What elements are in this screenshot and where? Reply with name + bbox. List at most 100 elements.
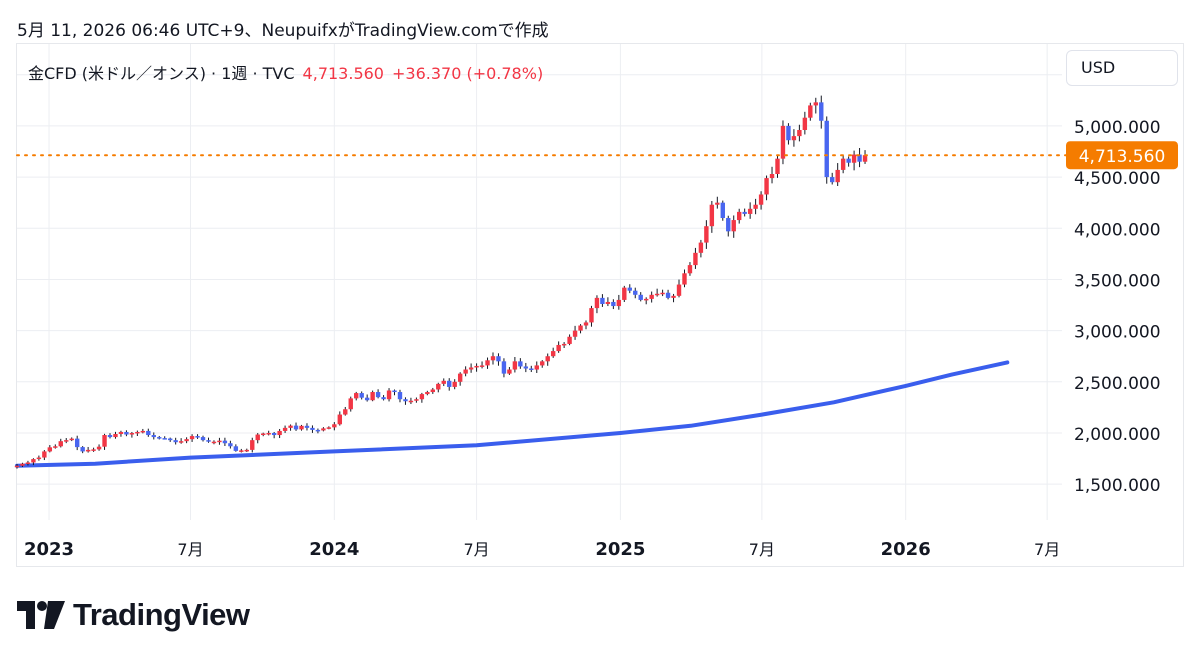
- candle[interactable]: [255, 433, 260, 444]
- candle[interactable]: [687, 262, 693, 276]
- candle[interactable]: [326, 426, 332, 430]
- candle[interactable]: [228, 440, 233, 449]
- candle[interactable]: [633, 287, 638, 299]
- candle[interactable]: [682, 269, 687, 288]
- candle[interactable]: [217, 437, 222, 445]
- candle[interactable]: [211, 440, 217, 445]
- candle[interactable]: [594, 295, 600, 314]
- candle[interactable]: [698, 239, 704, 258]
- candle[interactable]: [583, 320, 589, 330]
- candle[interactable]: [304, 423, 310, 431]
- candle[interactable]: [124, 430, 129, 437]
- candle[interactable]: [425, 390, 430, 396]
- candle[interactable]: [69, 437, 74, 442]
- candle[interactable]: [840, 155, 846, 174]
- candle[interactable]: [20, 462, 25, 467]
- candle[interactable]: [140, 428, 146, 434]
- candle[interactable]: [753, 198, 758, 215]
- candle[interactable]: [693, 247, 698, 269]
- candle[interactable]: [36, 455, 42, 461]
- candle[interactable]: [14, 464, 20, 469]
- candle[interactable]: [824, 116, 829, 184]
- candle[interactable]: [715, 196, 720, 209]
- candle[interactable]: [25, 460, 31, 466]
- candle[interactable]: [507, 367, 512, 375]
- candle[interactable]: [113, 431, 118, 439]
- candle[interactable]: [354, 391, 359, 401]
- candle[interactable]: [649, 291, 654, 303]
- candle[interactable]: [447, 378, 452, 391]
- candle[interactable]: [206, 437, 211, 443]
- candle[interactable]: [195, 434, 200, 439]
- candle[interactable]: [496, 353, 501, 366]
- candle[interactable]: [627, 284, 632, 294]
- candle[interactable]: [780, 120, 786, 165]
- candle[interactable]: [310, 425, 315, 433]
- candle[interactable]: [250, 437, 255, 453]
- candle[interactable]: [736, 208, 742, 224]
- candle[interactable]: [862, 150, 868, 164]
- candle[interactable]: [490, 352, 496, 365]
- candle[interactable]: [534, 361, 539, 373]
- candle[interactable]: [556, 341, 561, 353]
- candle[interactable]: [747, 202, 753, 219]
- candle[interactable]: [846, 156, 851, 167]
- candle[interactable]: [704, 220, 709, 249]
- candle[interactable]: [643, 297, 649, 305]
- candle[interactable]: [769, 166, 775, 184]
- candle[interactable]: [835, 163, 840, 186]
- candle[interactable]: [578, 324, 583, 334]
- candle[interactable]: [386, 388, 392, 402]
- candle[interactable]: [441, 378, 446, 387]
- candle[interactable]: [665, 289, 671, 300]
- candle[interactable]: [58, 438, 63, 448]
- candle[interactable]: [184, 437, 189, 444]
- candle[interactable]: [151, 432, 156, 440]
- candle[interactable]: [638, 292, 643, 302]
- candle[interactable]: [348, 396, 353, 412]
- candle[interactable]: [797, 124, 802, 142]
- candle[interactable]: [720, 200, 725, 221]
- candle[interactable]: [468, 363, 474, 373]
- candle[interactable]: [397, 389, 403, 403]
- candle[interactable]: [261, 432, 266, 437]
- candle[interactable]: [135, 430, 140, 436]
- candle[interactable]: [178, 438, 184, 444]
- candle[interactable]: [726, 215, 731, 237]
- candle[interactable]: [244, 448, 249, 453]
- candle[interactable]: [364, 394, 370, 402]
- candle[interactable]: [129, 431, 135, 438]
- candle[interactable]: [808, 102, 813, 121]
- candle[interactable]: [819, 95, 824, 129]
- candle[interactable]: [775, 154, 780, 178]
- candle[interactable]: [457, 372, 463, 386]
- candle[interactable]: [501, 358, 507, 378]
- candle[interactable]: [403, 397, 408, 405]
- candle[interactable]: [118, 430, 124, 437]
- candle[interactable]: [392, 389, 397, 396]
- candle[interactable]: [545, 353, 550, 366]
- candle[interactable]: [419, 392, 425, 403]
- candle[interactable]: [146, 428, 151, 437]
- candle[interactable]: [463, 366, 468, 377]
- candle[interactable]: [282, 425, 288, 433]
- candle[interactable]: [654, 288, 660, 297]
- candle[interactable]: [791, 129, 797, 147]
- candle[interactable]: [91, 447, 96, 452]
- candle[interactable]: [189, 434, 195, 442]
- candle[interactable]: [222, 437, 228, 447]
- candle[interactable]: [408, 397, 414, 405]
- candle[interactable]: [479, 361, 485, 369]
- candle[interactable]: [343, 406, 348, 416]
- candle[interactable]: [53, 444, 58, 449]
- candle[interactable]: [162, 436, 167, 440]
- candle[interactable]: [529, 365, 534, 373]
- candle[interactable]: [572, 325, 578, 340]
- candle[interactable]: [851, 150, 857, 171]
- candle[interactable]: [622, 285, 627, 302]
- candle[interactable]: [375, 389, 381, 399]
- candle[interactable]: [436, 382, 441, 393]
- candle[interactable]: [518, 358, 523, 369]
- candle[interactable]: [47, 445, 53, 453]
